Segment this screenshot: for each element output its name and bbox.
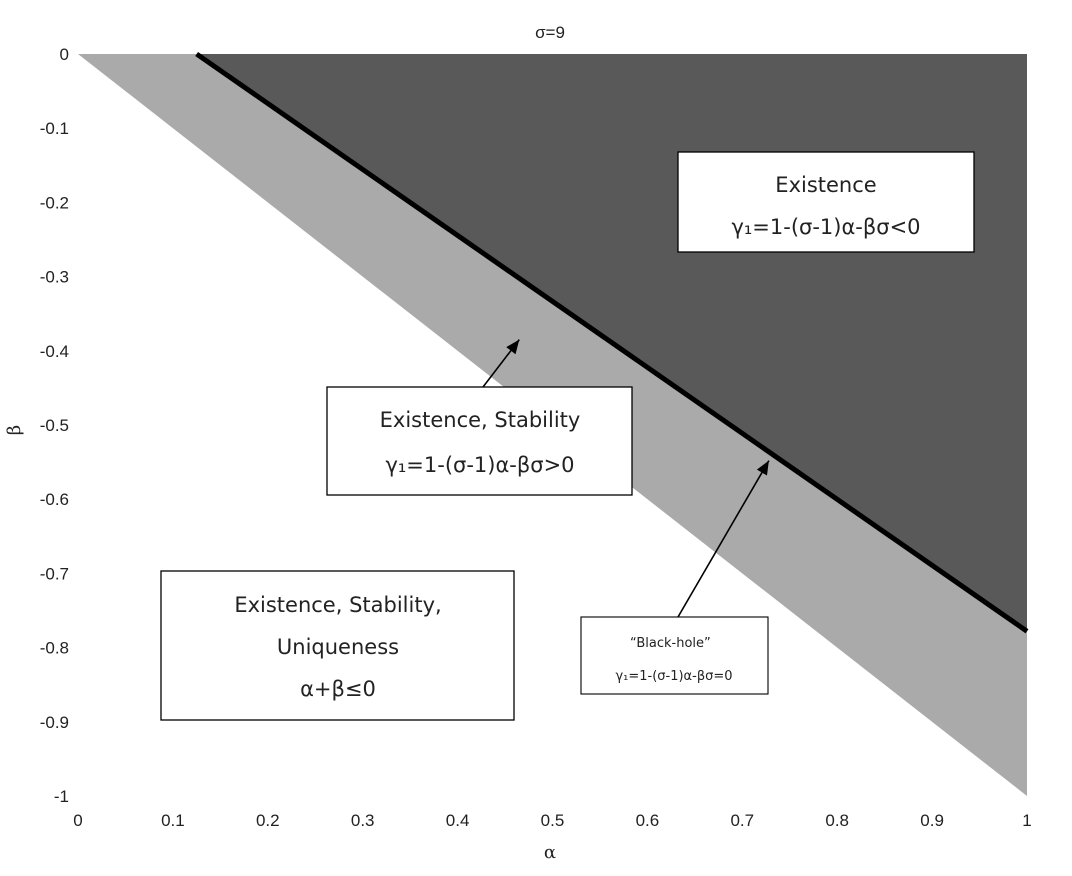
x-tick-label: 1 xyxy=(1022,811,1031,830)
existence-condition: γ₁=1-(σ-1)α-βσ<0 xyxy=(731,215,920,239)
y-tick-label: -0.2 xyxy=(40,193,69,212)
y-tick-label: -0.8 xyxy=(40,639,69,658)
blackhole-arrow xyxy=(677,460,770,618)
uniqueness-box xyxy=(160,570,515,721)
existence-label: Existence xyxy=(775,173,876,197)
y-axis-ticks: 0 -0.1 -0.2 -0.3 -0.4 -0.5 -0.6 -0.7 -0.8 -0.9 -1 xyxy=(40,45,69,806)
blackhole-annotation: “Black-hole” γ₁=1-(σ-1)α-βσ=0 xyxy=(580,616,769,695)
existence-box xyxy=(677,151,975,253)
x-tick-label: 0 xyxy=(73,811,82,830)
x-tick-label: 0.8 xyxy=(825,811,849,830)
black-hole-line xyxy=(195,51,1029,634)
x-tick-label: 0.7 xyxy=(730,811,754,830)
blackhole-arrow-head xyxy=(756,460,769,476)
y-tick-label: -0.6 xyxy=(40,490,69,509)
y-tick-label: -0.7 xyxy=(40,564,69,583)
y-tick-label: -0.9 xyxy=(40,713,69,732)
chart-title: σ=9 xyxy=(535,23,565,42)
annotation-arrows xyxy=(482,339,770,618)
x-tick-label: 0.4 xyxy=(446,811,470,830)
existence-annotation: Existence γ₁=1-(σ-1)α-βσ<0 xyxy=(677,151,975,253)
y-tick-label: -0.1 xyxy=(40,119,69,138)
stability-label: Existence, Stability xyxy=(380,408,581,432)
uniqueness-annotation: Existence, Stability, Uniqueness α+β≤0 xyxy=(160,570,515,721)
y-tick-label: 0 xyxy=(60,45,69,64)
stability-box xyxy=(326,386,633,496)
x-tick-label: 0.1 xyxy=(161,811,185,830)
x-tick-label: 0.2 xyxy=(256,811,280,830)
stability-annotation: Existence, Stability γ₁=1-(σ-1)α-βσ>0 xyxy=(326,386,633,496)
y-tick-label: -0.5 xyxy=(40,416,69,435)
uniqueness-condition: α+β≤0 xyxy=(300,677,376,701)
x-tick-label: 0.9 xyxy=(920,811,944,830)
y-tick-label: -0.4 xyxy=(40,342,69,361)
x-tick-label: 0.3 xyxy=(351,811,375,830)
y-axis-label: β xyxy=(4,425,25,435)
x-tick-label: 0.6 xyxy=(636,811,660,830)
x-axis-label: α xyxy=(544,842,556,863)
stability-condition: γ₁=1-(σ-1)α-βσ>0 xyxy=(385,453,574,477)
blackhole-label: “Black-hole” xyxy=(630,636,711,651)
blackhole-equation: γ₁=1-(σ-1)α-βσ=0 xyxy=(615,669,732,684)
y-tick-label: -1 xyxy=(54,787,69,806)
y-tick-label: -0.3 xyxy=(40,268,69,287)
x-axis-ticks: 0 0.1 0.2 0.3 0.4 0.5 0.6 0.7 0.8 0.9 1 xyxy=(73,811,1031,830)
blackhole-box xyxy=(580,616,769,695)
uniqueness-label-line1: Existence, Stability, xyxy=(234,593,441,617)
x-tick-label: 0.5 xyxy=(541,811,565,830)
uniqueness-label-line2: Uniqueness xyxy=(277,635,399,659)
stability-arrow-head xyxy=(506,339,520,355)
